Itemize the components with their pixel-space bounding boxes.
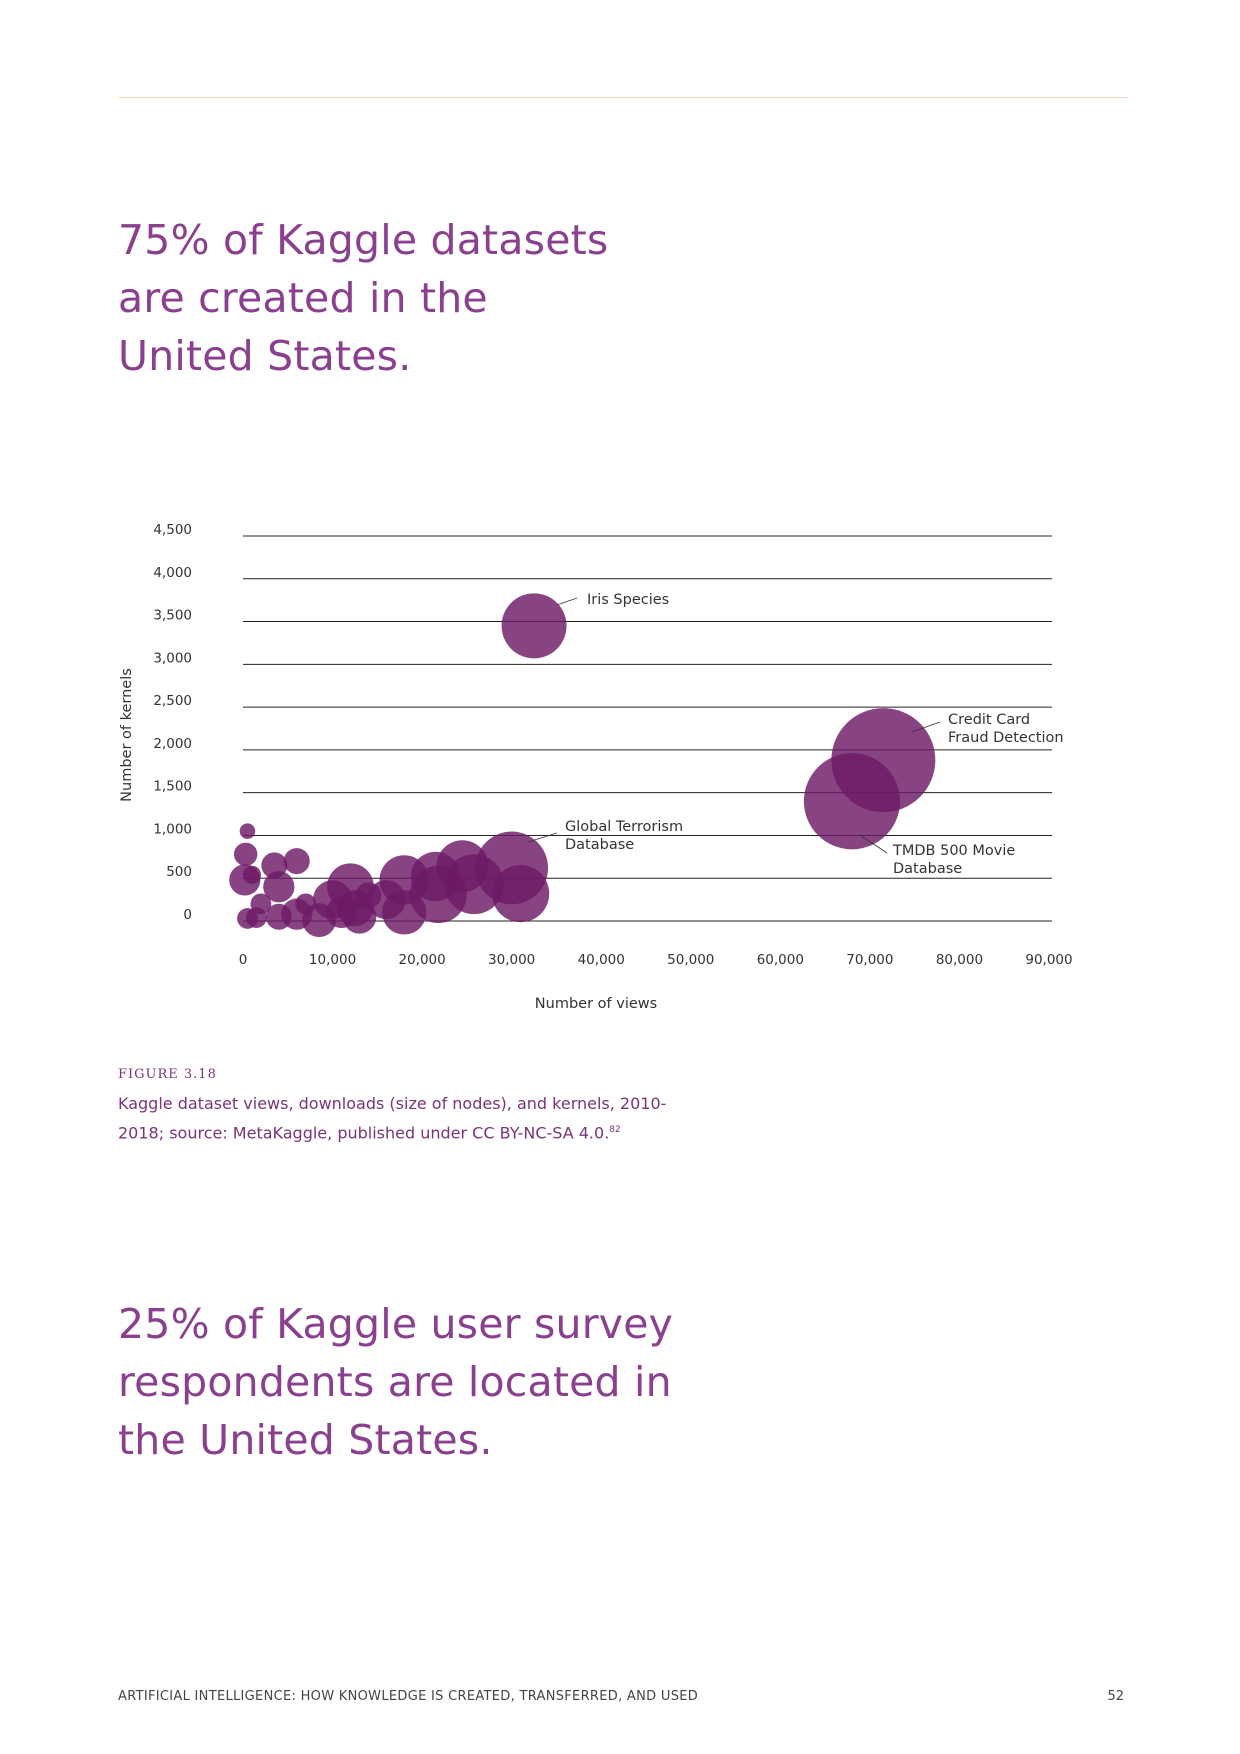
x-tick-label: 30,000 <box>488 952 535 968</box>
figure-label: FIGURE 3.18 <box>118 1067 217 1082</box>
headline-line: respondents are located in <box>118 1358 672 1406</box>
y-tick-label: 1,500 <box>153 779 192 795</box>
x-tick-label: 90,000 <box>1025 952 1072 968</box>
data-bubble <box>246 907 267 928</box>
figure-caption: Kaggle dataset views, downloads (size of… <box>118 1090 667 1146</box>
headline-line: are created in the <box>118 274 488 322</box>
caption-line: 2018; source: MetaKaggle, published unde… <box>118 1117 638 1146</box>
x-tick-label: 60,000 <box>757 952 804 968</box>
y-tick-label: 2,000 <box>153 736 192 752</box>
y-tick-label: 1,000 <box>153 821 192 837</box>
data-bubble <box>295 893 317 915</box>
x-tick-label: 20,000 <box>398 952 445 968</box>
headline-datasets: 75% of Kaggle datasets are created in th… <box>118 211 818 385</box>
x-tick-label: 0 <box>239 952 248 968</box>
annotation-label: Global Terrorism <box>565 819 683 835</box>
annotation-label: Fraud Detection <box>948 730 1064 746</box>
data-bubble <box>283 848 310 875</box>
y-tick-label: 2,500 <box>153 693 192 709</box>
x-tick-label: 50,000 <box>667 952 714 968</box>
data-bubble <box>233 842 258 866</box>
x-tick-label: 70,000 <box>846 952 893 968</box>
y-tick-label: 4,500 <box>153 522 192 538</box>
y-tick-label: 3,500 <box>153 608 192 624</box>
footnote-ref: 82 <box>609 1125 621 1135</box>
x-axis-label: Number of views <box>535 996 657 1012</box>
annotation-leader <box>527 832 558 843</box>
bubbles <box>229 593 936 938</box>
data-bubble <box>501 593 567 659</box>
data-bubble <box>263 871 295 903</box>
y-tick-label: 4,000 <box>153 565 192 581</box>
data-bubble <box>492 865 550 923</box>
footer-title: ARTIFICIAL INTELLIGENCE: HOW KNOWLEDGE I… <box>118 1689 699 1704</box>
x-tick-label: 40,000 <box>578 952 625 968</box>
annotation-label: Database <box>565 837 634 853</box>
page-number: 52 <box>1107 1689 1124 1704</box>
x-tick-labels: 0 10,000 20,000 30,000 40,000 50,000 60,000 70,… <box>239 952 1073 968</box>
data-bubble <box>242 865 262 884</box>
annotation-leader <box>911 721 941 733</box>
data-bubble <box>803 753 901 850</box>
data-bubble <box>355 882 382 909</box>
headline-survey: 25% of Kaggle user survey respondents ar… <box>118 1295 818 1469</box>
bubble-chart: 0 500 1,000 1,500 2,000 2,500 3,000 3,500 4,000 4… <box>119 522 1073 1012</box>
headline-line: 25% of Kaggle user survey <box>118 1300 674 1348</box>
headline-line: the United States. <box>118 1416 493 1464</box>
top-rule <box>118 97 1128 98</box>
annotation-label: Iris Species <box>587 592 669 608</box>
data-bubble <box>265 903 292 930</box>
y-tick-labels: 0 500 1,000 1,500 2,000 2,500 3,000 3,500 4,000 4… <box>153 522 192 923</box>
caption-text: 2018; source: MetaKaggle, published unde… <box>118 1123 610 1143</box>
annotation-leader <box>859 834 888 854</box>
annotation-leader <box>556 597 578 606</box>
caption-line: Kaggle dataset views, downloads (size of… <box>118 1094 667 1113</box>
annotation-label: Database <box>893 861 962 877</box>
annotation-label: Credit Card <box>948 712 1030 728</box>
data-bubble <box>239 823 256 839</box>
headline-line: United States. <box>118 332 412 380</box>
y-tick-label: 500 <box>166 864 192 880</box>
headline-line: 75% of Kaggle datasets <box>118 216 609 264</box>
annotations: Iris Species Credit Card Fraud Detection TM… <box>527 592 1064 877</box>
annotation-label: TMDB 500 Movie <box>892 843 1015 859</box>
y-axis-label: Number of kernels <box>119 668 135 802</box>
y-tick-label: 0 <box>183 907 192 923</box>
x-tick-label: 10,000 <box>309 952 356 968</box>
grid-lines <box>243 535 1052 922</box>
data-bubble <box>261 852 288 879</box>
y-tick-label: 3,000 <box>153 650 192 666</box>
x-tick-label: 80,000 <box>936 952 983 968</box>
